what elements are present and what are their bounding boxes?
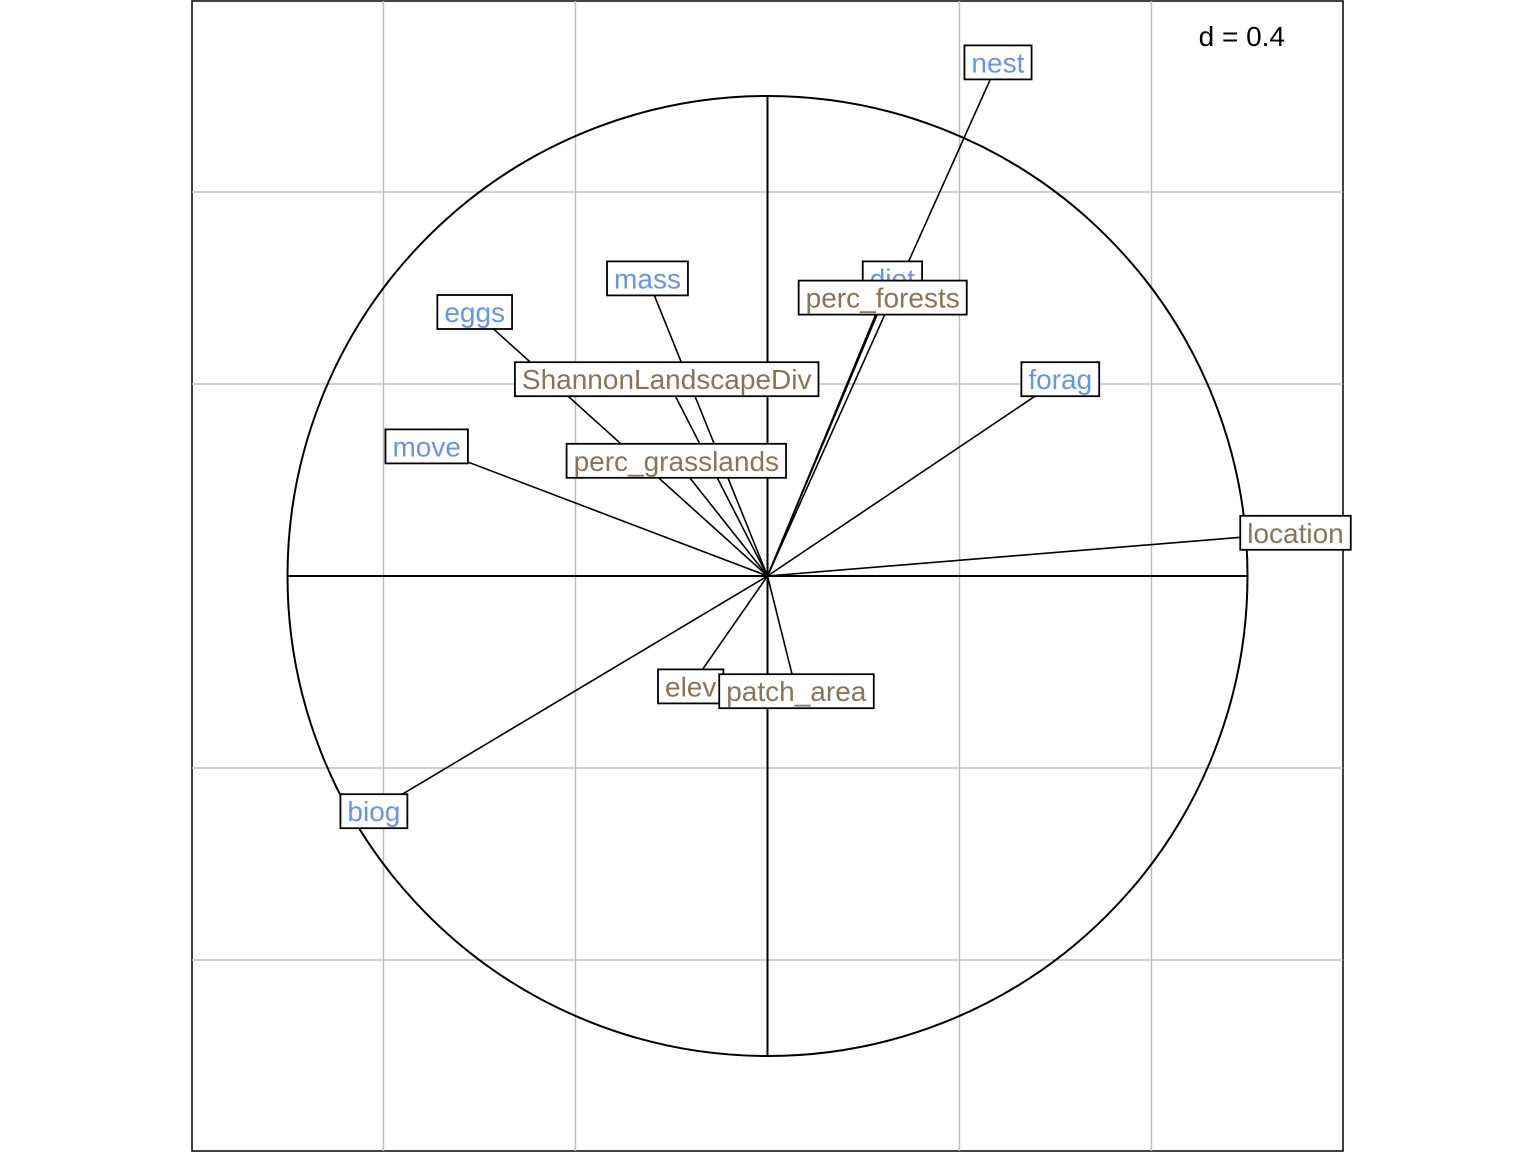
label-text: ShannonLandscapeDiv <box>522 364 812 395</box>
scale-label: d = 0.4 <box>1199 21 1285 52</box>
label-text: biog <box>347 796 400 827</box>
label-text: move <box>392 431 460 462</box>
variable-label-perc_forests: perc_forests <box>797 279 968 316</box>
arrow-patch_area <box>766 575 797 691</box>
label-box <box>1020 361 1101 398</box>
plot-frame <box>191 0 1344 1152</box>
label-text: location <box>1247 518 1344 549</box>
variable-label-eggs: eggs <box>436 294 513 330</box>
label-box <box>339 793 409 830</box>
label-text: perc_forests <box>806 283 960 314</box>
variable-label-forag: forag <box>1020 361 1101 398</box>
arrow-location <box>767 533 1296 577</box>
variable-label-biog: biog <box>339 793 409 830</box>
variable-label-elev: elev <box>657 668 725 705</box>
label-box <box>1239 514 1352 551</box>
label-text: eggs <box>444 297 505 328</box>
label-box <box>718 673 875 710</box>
variable-labels: nestdietmasseggsforagmovebiogperc_forest… <box>339 44 1352 830</box>
label-box <box>963 44 1033 81</box>
arrow-perc_forests <box>766 298 883 577</box>
arrow-move <box>427 446 768 577</box>
variable-label-patch_area: patch_area <box>718 673 875 710</box>
label-box <box>514 361 820 398</box>
label-box <box>657 668 725 705</box>
variable-label-ShannonLandscapeDiv: ShannonLandscapeDiv <box>514 361 820 398</box>
arrow-elev <box>691 575 769 686</box>
label-text: mass <box>614 263 681 294</box>
variable-label-location: location <box>1239 514 1352 551</box>
variable-arrows <box>374 62 1296 811</box>
arrow-perc_grasslands <box>676 461 769 577</box>
label-box <box>436 294 513 330</box>
label-box <box>565 442 787 479</box>
label-text: perc_grasslands <box>574 446 779 477</box>
arrow-mass <box>648 278 769 577</box>
variable-label-perc_grasslands: perc_grasslands <box>565 442 787 479</box>
label-text: patch_area <box>726 676 867 707</box>
arrow-nest <box>766 62 998 577</box>
label-text: forag <box>1028 364 1092 395</box>
label-text: nest <box>971 47 1024 78</box>
arrow-forag <box>767 379 1061 577</box>
label-box <box>797 279 968 316</box>
label-box <box>384 428 469 465</box>
label-text: elev <box>665 671 716 702</box>
label-box <box>606 260 689 297</box>
arrow-biog <box>374 575 768 811</box>
variable-label-move: move <box>384 428 469 465</box>
variable-label-mass: mass <box>606 260 689 297</box>
variable-label-nest: nest <box>963 44 1033 81</box>
